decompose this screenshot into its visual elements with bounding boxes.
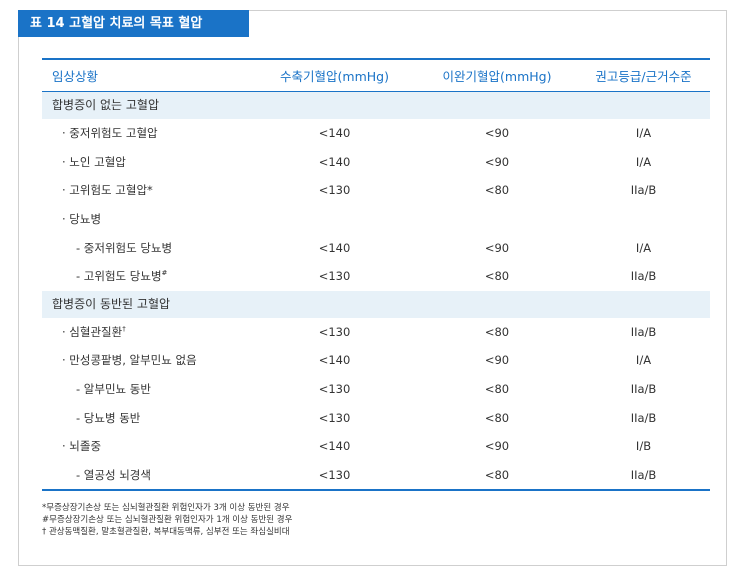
header-systolic: 수축기혈압(mmHg): [280, 69, 389, 84]
header-diastolic: 이완기혈압(mmHg): [442, 69, 552, 84]
table-row: · 심혈관질환† <130 <80 IIa/B: [42, 318, 710, 347]
table-title: 표 14 고혈압 치료의 목표 혈압: [18, 10, 249, 37]
row-label: - 당뇨병 동반: [42, 410, 252, 426]
row-label-footnote-mark: #: [161, 269, 168, 278]
table-row: - 고위험도 당뇨병# <130 <80 IIa/B: [42, 262, 710, 291]
row-label-text: · 뇌졸중: [62, 439, 102, 454]
systolic-value: <140: [318, 240, 351, 255]
diastolic-value: <80: [484, 324, 510, 339]
table-row: · 당뇨병: [42, 205, 710, 234]
diastolic-value: <80: [484, 382, 510, 397]
table-row: · 고위험도 고혈압* <130 <80 IIa/B: [42, 176, 710, 205]
grade-value: I/B: [635, 439, 652, 454]
footnote-1: *무증상장기손상 또는 심뇌혈관질환 위험인자가 3개 이상 동반된 경우: [42, 503, 290, 513]
systolic-value: <140: [318, 353, 351, 368]
table-bottom-rule: [42, 489, 710, 492]
systolic-value: <140: [318, 439, 351, 454]
systolic-value: <130: [318, 183, 351, 198]
table-row: · 노인 고혈압 <140 <90 I/A: [42, 148, 710, 177]
systolic-value: <130: [318, 382, 351, 397]
row-label: · 뇌졸중: [42, 438, 252, 454]
systolic-value: <130: [318, 269, 351, 284]
grade-value: I/A: [635, 353, 652, 368]
grade-value: IIa/B: [630, 467, 657, 482]
row-label: · 고위험도 고혈압*: [42, 182, 252, 198]
diastolic-value: <90: [484, 126, 510, 141]
row-label-text: - 알부민뇨 동반: [76, 382, 151, 397]
row-label-footnote-mark: †: [122, 325, 126, 334]
table-row: · 뇌졸중 <140 <90 I/B: [42, 432, 710, 461]
diastolic-value: <80: [484, 410, 510, 425]
row-label: · 중저위험도 고혈압: [42, 125, 252, 141]
row-label: - 중저위험도 당뇨병: [42, 240, 252, 256]
row-label-text: - 당뇨병 동반: [76, 410, 141, 425]
row-label-text: - 고위험도 당뇨병: [76, 269, 162, 284]
row-label-text: · 고위험도 고혈압*: [62, 183, 153, 198]
grade-value: IIa/B: [630, 382, 657, 397]
row-label: · 심혈관질환†: [42, 324, 252, 340]
row-label-text: · 중저위험도 고혈압: [62, 126, 158, 141]
footnote-3: † 관상동맥질환, 말초혈관질환, 복부대동맥류, 심부전 또는 좌심실비대: [42, 527, 290, 537]
grade-value: IIa/B: [630, 410, 657, 425]
grade-value: I/A: [635, 240, 652, 255]
systolic-value: <140: [318, 126, 351, 141]
section-header: 합병증이 동반된 고혈압: [42, 290, 710, 318]
footnote-2: #무증상장기손상 또는 심뇌혈관질환 위험인자가 1개 이상 동반된 경우: [42, 515, 293, 525]
table-row: · 만성콩팥병, 알부민뇨 없음 <140 <90 I/A: [42, 346, 710, 375]
table-row: - 열공성 뇌경색 <130 <80 IIa/B: [42, 461, 710, 490]
diastolic-value: <90: [484, 240, 510, 255]
table-row: - 당뇨병 동반 <130 <80 IIa/B: [42, 403, 710, 432]
footnotes: *무증상장기손상 또는 심뇌혈관질환 위험인자가 3개 이상 동반된 경우 #무…: [42, 502, 702, 538]
section-header: 합병증이 없는 고혈압: [42, 92, 710, 119]
grade-value: IIa/B: [630, 324, 657, 339]
row-label-text: - 중저위험도 당뇨병: [76, 240, 173, 255]
row-label-text: · 심혈관질환: [62, 324, 123, 339]
grade-value: I/A: [635, 126, 652, 141]
row-label: · 만성콩팥병, 알부민뇨 없음: [42, 352, 252, 368]
diastolic-value: <90: [484, 154, 510, 169]
diastolic-value: <90: [484, 353, 510, 368]
row-label: - 고위험도 당뇨병#: [42, 268, 252, 284]
table-row: · 중저위험도 고혈압 <140 <90 I/A: [42, 119, 710, 148]
row-label-text: · 노인 고혈압: [62, 154, 126, 169]
target-bp-table: 임상상황 수축기혈압(mmHg) 이완기혈압(mmHg) 권고등급/근거수준 합…: [42, 58, 710, 492]
grade-value: IIa/B: [630, 269, 657, 284]
row-label: · 당뇨병: [42, 211, 252, 227]
table-header-row: 임상상황 수축기혈압(mmHg) 이완기혈압(mmHg) 권고등급/근거수준: [42, 60, 710, 92]
diastolic-value: <80: [484, 269, 510, 284]
table-body: 합병증이 없는 고혈압 · 중저위험도 고혈압 <140 <90 I/A · 노인 고혈압…: [42, 92, 710, 489]
systolic-value: <130: [318, 410, 351, 425]
systolic-value: <130: [318, 467, 351, 482]
grade-value: IIa/B: [630, 183, 657, 198]
table-frame: [18, 10, 727, 566]
row-label: · 노인 고혈압: [42, 154, 252, 170]
row-label-text: · 만성콩팥병, 알부민뇨 없음: [62, 353, 197, 368]
diastolic-value: <80: [484, 183, 510, 198]
row-label-text: - 열공성 뇌경색: [76, 467, 151, 482]
table-row: - 중저위험도 당뇨병 <140 <90 I/A: [42, 233, 710, 262]
row-label: - 알부민뇨 동반: [42, 381, 252, 397]
systolic-value: <130: [318, 324, 351, 339]
header-clinical-situation: 임상상황: [52, 69, 99, 84]
diastolic-value: <80: [484, 467, 510, 482]
row-label-text: · 당뇨병: [62, 212, 102, 227]
table-row: - 알부민뇨 동반 <130 <80 IIa/B: [42, 375, 710, 404]
table-top-rule: [42, 58, 710, 60]
grade-value: I/A: [635, 154, 652, 169]
header-grade: 권고등급/근거수준: [595, 69, 692, 84]
diastolic-value: <90: [484, 439, 510, 454]
row-label: - 열공성 뇌경색: [42, 467, 252, 483]
systolic-value: <140: [318, 154, 351, 169]
